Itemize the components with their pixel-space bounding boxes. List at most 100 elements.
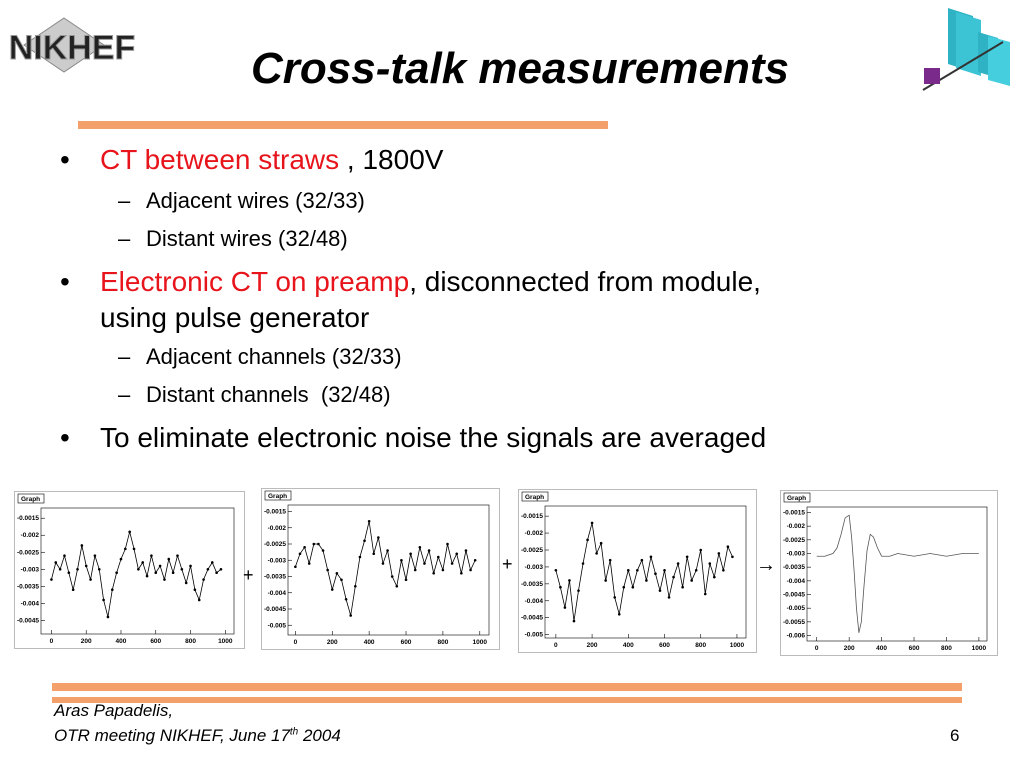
x-tick-label: 1000 bbox=[730, 642, 745, 649]
data-point bbox=[554, 569, 558, 572]
data-point bbox=[58, 567, 62, 571]
data-point bbox=[432, 571, 435, 575]
footer-meeting: OTR meeting NIKHEF, June 17th 2004 bbox=[54, 726, 341, 746]
data-point bbox=[184, 581, 188, 585]
y-tick-label: -0.002 bbox=[268, 525, 287, 532]
data-point bbox=[460, 571, 463, 575]
data-point bbox=[400, 558, 403, 562]
data-point bbox=[145, 574, 149, 578]
y-tick-label: -0.003 bbox=[525, 564, 544, 571]
data-point bbox=[294, 565, 297, 569]
data-point bbox=[303, 545, 306, 549]
graph-panel: Graph -0.0015 -0.002 -0.0025 -0.003 -0.0035 -0… bbox=[780, 490, 998, 656]
graph-title: Graph bbox=[787, 495, 806, 502]
y-tick-label: -0.0035 bbox=[783, 564, 805, 571]
y-tick-label: -0.004 bbox=[268, 590, 287, 597]
title-rule bbox=[78, 121, 608, 129]
y-tick-label: -0.003 bbox=[268, 557, 287, 564]
graph: Graph -0.0015 -0.002 -0.0025 -0.003 -0.0035 -0… bbox=[521, 491, 747, 649]
y-tick-label: -0.0045 bbox=[17, 617, 39, 624]
data-point bbox=[708, 562, 712, 565]
graph-title-box bbox=[17, 493, 45, 504]
data-point bbox=[154, 571, 158, 575]
data-point bbox=[128, 530, 131, 534]
data-point bbox=[455, 552, 459, 556]
data-point bbox=[404, 578, 408, 582]
data-point bbox=[446, 542, 449, 546]
y-tick-label: -0.002 bbox=[525, 530, 544, 537]
highlight: Electronic CT on preamp bbox=[100, 266, 410, 297]
data-point bbox=[731, 555, 734, 559]
graph-title-box bbox=[521, 491, 549, 502]
graph-title: Graph bbox=[525, 494, 544, 501]
data-point bbox=[636, 569, 639, 572]
footer-rule bbox=[52, 697, 962, 703]
data-point bbox=[423, 562, 426, 565]
data-point bbox=[363, 539, 366, 543]
data-point bbox=[89, 578, 92, 581]
data-point bbox=[206, 567, 210, 571]
data-point bbox=[450, 562, 454, 565]
operator: + bbox=[502, 554, 513, 574]
sub-bullet: Adjacent channels (32/33) bbox=[146, 344, 402, 369]
data-point bbox=[321, 549, 325, 552]
y-tick-label: -0.006 bbox=[787, 633, 806, 640]
x-tick-label: 600 bbox=[150, 638, 161, 645]
dash: – bbox=[118, 344, 131, 369]
title: Cross-talk measurements bbox=[250, 44, 789, 93]
footer-rule bbox=[52, 683, 962, 691]
plot-frame bbox=[544, 505, 747, 639]
y-tick-label: -0.003 bbox=[787, 550, 806, 557]
y-tick-label: -0.0015 bbox=[17, 515, 39, 522]
data-point bbox=[390, 575, 394, 578]
data-point bbox=[202, 578, 205, 581]
data-point bbox=[110, 588, 114, 592]
data-point bbox=[413, 568, 417, 572]
data-point bbox=[102, 598, 105, 602]
data-point bbox=[690, 579, 693, 582]
x-tick-label: 200 bbox=[844, 645, 855, 652]
data-point bbox=[106, 615, 110, 619]
y-tick-label: -0.004 bbox=[787, 578, 806, 585]
data-point bbox=[344, 597, 348, 601]
operator: + bbox=[243, 565, 254, 585]
data-point bbox=[171, 571, 175, 575]
bullet: • bbox=[60, 144, 70, 175]
y-tick-label: -0.0025 bbox=[783, 537, 805, 544]
data-point bbox=[409, 552, 412, 556]
highlight: CT between straws bbox=[100, 144, 340, 175]
x-tick-label: 800 bbox=[695, 642, 706, 649]
plot-frame bbox=[40, 507, 235, 635]
x-tick-label: 400 bbox=[364, 639, 375, 646]
data-point bbox=[441, 568, 445, 572]
y-tick-label: -0.0035 bbox=[17, 583, 39, 590]
y-tick-label: -0.002 bbox=[787, 523, 806, 530]
graph-title-box bbox=[783, 492, 811, 503]
sub-bullet: Distant wires (32/48) bbox=[146, 226, 348, 251]
x-tick-label: 800 bbox=[185, 638, 196, 645]
x-tick-label: 200 bbox=[587, 642, 598, 649]
data-point bbox=[358, 555, 362, 559]
data-point bbox=[654, 572, 657, 575]
graph-panel: Graph -0.0015 -0.002 -0.0025 -0.003 -0.0035 -0… bbox=[261, 488, 500, 650]
data-point bbox=[577, 589, 580, 592]
x-tick-label: 1000 bbox=[473, 639, 488, 646]
data-point bbox=[50, 578, 53, 581]
data-point bbox=[354, 584, 357, 588]
data-point bbox=[67, 571, 71, 575]
data-point bbox=[115, 571, 118, 575]
y-tick-label: -0.004 bbox=[21, 600, 40, 607]
data-point bbox=[608, 558, 612, 562]
data-point bbox=[473, 558, 477, 562]
superscript: th bbox=[289, 726, 299, 738]
data-point bbox=[312, 542, 316, 546]
data-point bbox=[590, 521, 594, 525]
x-tick-label: 800 bbox=[941, 645, 952, 652]
x-tick-label: 200 bbox=[81, 638, 92, 645]
data-point bbox=[84, 564, 88, 568]
data-point bbox=[150, 554, 153, 557]
data-point bbox=[71, 588, 75, 592]
y-tick-label: -0.005 bbox=[787, 605, 806, 612]
data-point bbox=[189, 564, 192, 568]
